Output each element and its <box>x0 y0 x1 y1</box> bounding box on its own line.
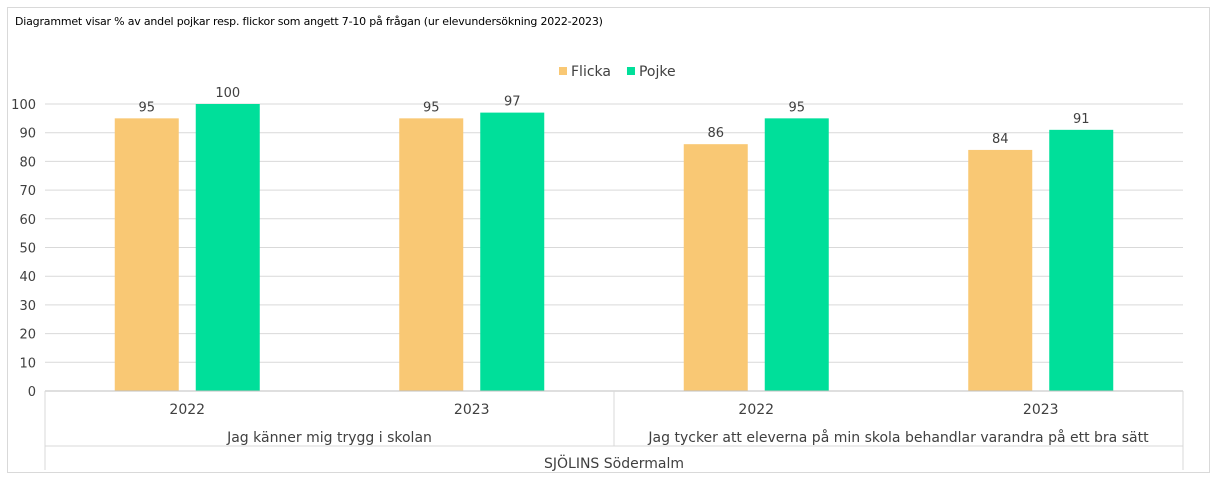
y-tick-label: 0 <box>28 385 36 400</box>
bar-flicka <box>683 144 748 391</box>
y-tick-label: 100 <box>11 98 36 113</box>
chart-frame <box>7 7 1210 473</box>
bar-flicka <box>399 118 464 391</box>
y-tick-label: 80 <box>19 155 36 170</box>
y-tick-label: 90 <box>19 127 36 142</box>
x-category-label: 2023 <box>454 402 490 418</box>
y-tick-label: 50 <box>19 242 36 257</box>
legend-swatch-pojke <box>626 67 635 75</box>
bar-flicka <box>968 149 1033 391</box>
data-label: 97 <box>504 95 521 110</box>
chart-title: Diagrammet visar % av andel pojkar resp.… <box>15 15 603 28</box>
y-tick-label: 30 <box>19 299 36 314</box>
x-group-label: Jag tycker att eleverna på min skola beh… <box>647 429 1149 446</box>
bar-pojke <box>1049 129 1114 391</box>
y-axis-ticks: 0 10 20 30 40 50 60 70 80 90 100 <box>11 98 36 400</box>
data-label: 95 <box>423 100 440 115</box>
y-tick-label: 40 <box>19 270 36 285</box>
x-axis: 2022 2023 2022 2023 Jag känner mig trygg i s… <box>44 390 1184 472</box>
y-tick-label: 20 <box>19 328 36 343</box>
x-group-label: Jag känner mig trygg i skolan <box>226 430 432 446</box>
x-category-label: 2022 <box>169 402 205 418</box>
data-label: 86 <box>707 126 724 141</box>
legend-label-flicka: Flicka <box>571 64 611 80</box>
legend-swatch-flicka <box>559 67 567 75</box>
y-tick-label: 70 <box>19 184 36 199</box>
y-tick-label: 10 <box>19 356 36 371</box>
data-labels: 95 100 95 97 86 95 84 91 <box>138 86 1089 147</box>
data-label: 100 <box>215 86 240 101</box>
x-category-label: 2023 <box>1023 402 1059 418</box>
legend: Flicka Pojke <box>559 64 676 80</box>
data-label: 84 <box>992 132 1009 147</box>
y-tick-label: 60 <box>19 213 36 228</box>
bar-pojke <box>480 112 545 392</box>
data-label: 95 <box>138 100 155 115</box>
bar-flicka <box>114 118 179 391</box>
bar-pojke <box>195 104 260 391</box>
x-category-label: 2022 <box>738 402 774 418</box>
bar-pojke <box>764 118 829 391</box>
data-label: 95 <box>788 100 805 115</box>
data-label: 91 <box>1073 112 1090 127</box>
bars <box>114 104 1114 392</box>
x-outer-label: SJÖLINS Södermalm <box>544 454 684 472</box>
legend-label-pojke: Pojke <box>639 64 676 80</box>
